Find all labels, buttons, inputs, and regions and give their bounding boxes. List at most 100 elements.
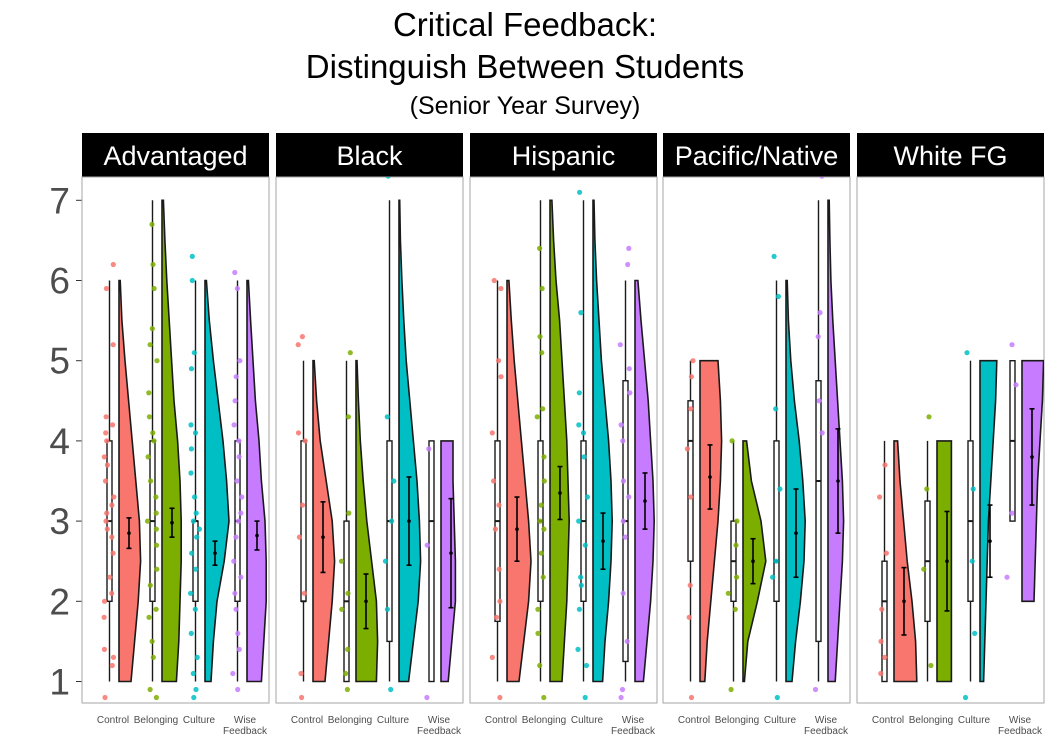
facet-label: Hispanic <box>512 141 616 171</box>
data-point <box>812 686 819 693</box>
data-point <box>1009 510 1015 516</box>
data-point <box>239 494 245 500</box>
data-point <box>153 526 159 532</box>
x-tick-label: Control <box>485 715 517 726</box>
data-point <box>576 390 582 396</box>
data-point <box>149 638 155 645</box>
violin-half <box>440 440 457 683</box>
data-point <box>110 550 116 556</box>
data-point <box>969 558 975 564</box>
data-point <box>684 446 691 452</box>
data-point <box>537 245 543 251</box>
data-point <box>345 414 351 420</box>
mean-point <box>902 599 906 604</box>
chart-title-line-1: Critical Feedback: <box>392 6 658 43</box>
data-point <box>236 438 242 444</box>
group-wise-feedback <box>424 440 457 701</box>
data-point <box>150 430 156 436</box>
data-point <box>817 310 823 316</box>
facet-strip <box>663 133 850 177</box>
panel-white-fg: White FG Control Belonging Culture WiseFeedb… <box>856 133 1045 737</box>
data-point <box>619 686 626 693</box>
data-point <box>301 590 307 596</box>
data-point <box>295 430 302 436</box>
data-point <box>231 422 237 428</box>
data-point <box>624 638 630 645</box>
data-point <box>493 614 500 620</box>
data-point <box>627 390 633 396</box>
data-point <box>146 614 152 620</box>
data-point <box>192 430 199 436</box>
data-point <box>299 502 306 508</box>
box-iqr <box>687 400 694 562</box>
mean-point <box>601 539 605 543</box>
facet-label: Advantaged <box>103 141 247 171</box>
data-point <box>582 694 588 701</box>
y-tick-label: 4 <box>49 421 70 462</box>
x-tick-label: Wise <box>1009 715 1032 726</box>
data-point <box>103 414 109 420</box>
data-point <box>1004 574 1010 580</box>
mean-point <box>213 551 217 555</box>
data-point <box>302 438 308 444</box>
data-point <box>295 342 301 348</box>
data-point <box>497 598 503 604</box>
x-tick-label: Feedback <box>417 726 462 737</box>
mean-point <box>255 533 259 538</box>
group-culture <box>770 253 807 701</box>
data-point <box>236 454 242 460</box>
data-point <box>537 518 543 524</box>
y-tick-label: 2 <box>49 581 70 622</box>
panel-border <box>662 176 851 704</box>
group-culture <box>188 253 230 701</box>
data-point <box>189 550 195 556</box>
panel-plot-area <box>877 342 1044 701</box>
data-point <box>188 630 194 637</box>
data-point <box>775 293 782 300</box>
panel-border <box>469 176 658 704</box>
data-point <box>970 486 976 492</box>
data-point <box>924 486 930 492</box>
data-point <box>391 478 397 484</box>
data-point <box>233 534 239 540</box>
data-point <box>103 285 109 292</box>
data-point <box>235 686 241 693</box>
data-point <box>733 542 739 548</box>
data-point <box>686 614 692 620</box>
data-point <box>145 454 151 460</box>
y-tick-label: 3 <box>49 501 70 542</box>
group-control <box>489 277 532 701</box>
data-point <box>103 518 109 524</box>
group-control <box>877 440 918 683</box>
data-point <box>238 574 244 580</box>
data-point <box>688 694 695 701</box>
data-point <box>153 542 160 548</box>
data-point <box>882 462 888 468</box>
data-point <box>928 662 934 669</box>
data-point <box>535 606 541 612</box>
data-point <box>101 614 107 620</box>
data-point <box>193 566 199 572</box>
data-point <box>576 606 583 612</box>
x-tick-label: Wise <box>428 715 451 726</box>
x-tick-label: Control <box>291 715 323 726</box>
box-iqr <box>773 440 780 602</box>
data-point <box>496 358 502 364</box>
y-tick-label: 1 <box>49 662 70 703</box>
data-point <box>101 646 107 653</box>
data-point <box>149 221 155 227</box>
mean-point <box>407 519 411 523</box>
data-point <box>878 638 884 645</box>
violin-half <box>246 279 267 683</box>
data-point <box>193 510 199 516</box>
mean-point <box>558 491 562 495</box>
data-point <box>620 518 626 524</box>
data-point <box>541 526 547 532</box>
mean-point <box>643 499 647 503</box>
x-tick-label: Culture <box>183 715 216 726</box>
x-tick-label: Wise <box>234 715 257 726</box>
x-tick-label: Belonging <box>328 715 372 726</box>
